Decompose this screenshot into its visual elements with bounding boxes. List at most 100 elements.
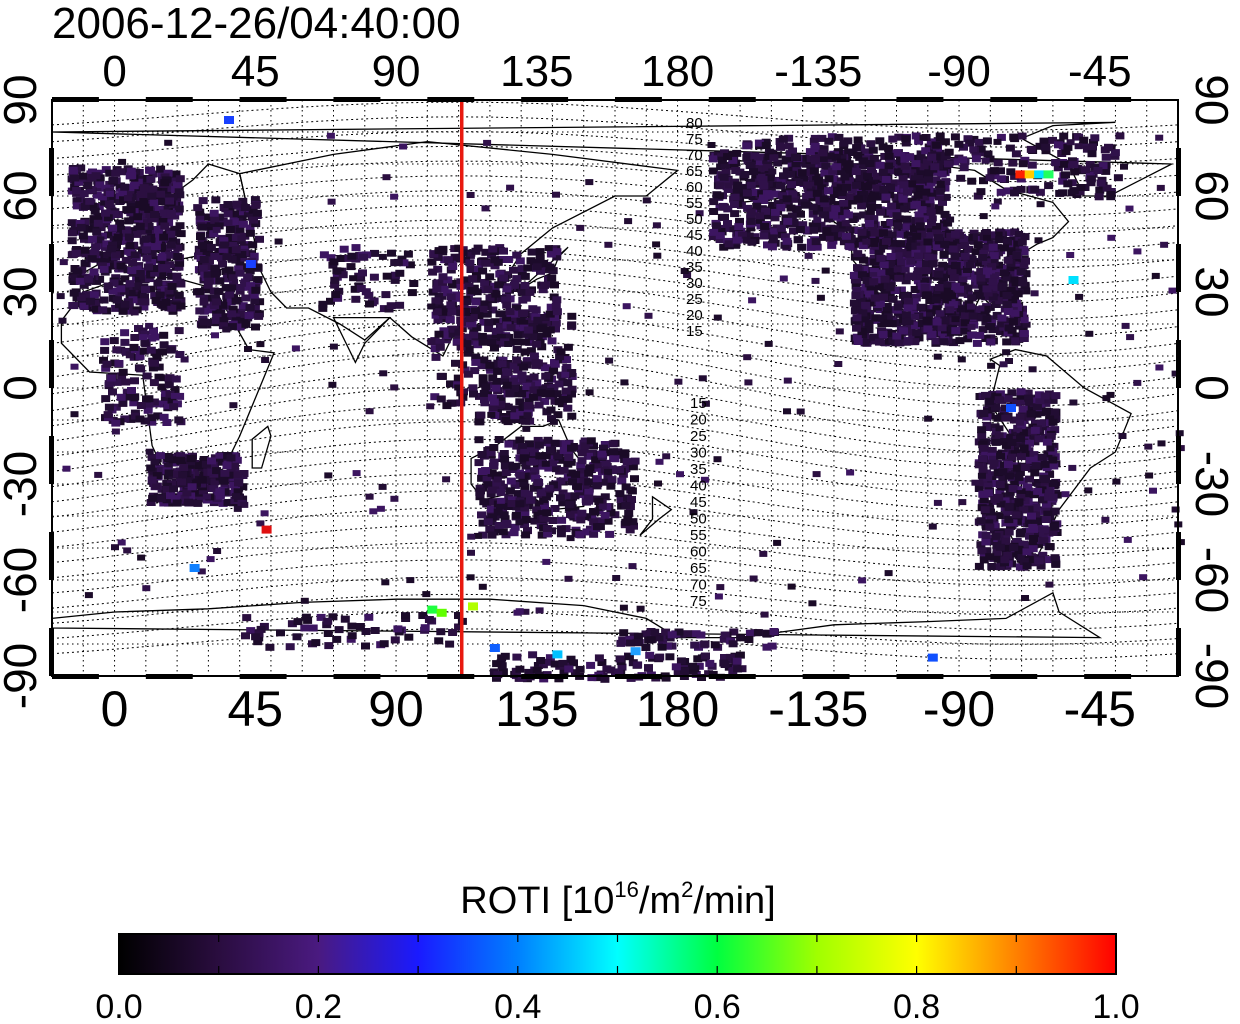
roti-pixel	[981, 451, 991, 459]
roti-pixel	[167, 283, 177, 290]
roti-pixel	[984, 519, 994, 527]
roti-pixel	[435, 338, 445, 346]
roti-pixel	[212, 467, 222, 475]
roti-pixel	[981, 293, 991, 301]
roti-pixel	[843, 163, 853, 171]
roti-pixel	[158, 198, 168, 206]
roti-pixel	[1090, 134, 1100, 142]
roti-pixel	[228, 241, 238, 249]
roti-pixel	[166, 210, 176, 217]
roti-pixel	[943, 219, 953, 227]
roti-pixel	[174, 327, 184, 335]
roti-pixel	[109, 337, 119, 345]
roti-pixel	[209, 209, 219, 217]
roti-pixel	[819, 145, 829, 153]
roti-pixel	[210, 294, 220, 302]
roti-pixel	[496, 488, 506, 496]
roti-pixel	[968, 312, 978, 320]
roti-pixel	[1081, 166, 1090, 174]
roti-pixel	[617, 477, 627, 485]
roti-pixel	[172, 272, 182, 280]
roti-pixel	[159, 341, 169, 349]
roti-pixel	[764, 192, 774, 200]
roti-pixel	[1087, 150, 1097, 158]
roti-pixel	[742, 189, 752, 197]
roti-pixel	[521, 462, 531, 470]
roti-pixel	[249, 216, 258, 224]
roti-pixel	[878, 143, 888, 151]
roti-pixel	[70, 274, 80, 282]
roti-pixel	[488, 374, 498, 382]
roti-pixel	[563, 343, 573, 351]
roti-pixel	[125, 242, 135, 250]
roti-pixel	[451, 359, 460, 367]
roti-pixel	[789, 218, 799, 226]
roti-pixel	[182, 489, 192, 497]
roti-pixel	[944, 148, 954, 156]
roti-pixel	[154, 363, 164, 371]
roti-pixel	[923, 325, 933, 333]
roti-pixel	[993, 231, 1003, 239]
roti-pixel	[993, 283, 1003, 291]
roti-pixel	[820, 169, 830, 177]
roti-pixel	[875, 137, 885, 145]
roti-pixel	[478, 305, 488, 313]
roti-pixel	[75, 277, 85, 285]
roti-pixel	[868, 146, 878, 154]
roti-pixel	[483, 285, 493, 293]
roti-pixel	[97, 262, 107, 270]
roti-pixel	[1113, 174, 1123, 182]
roti-pixel	[1078, 141, 1088, 149]
roti-pixel	[719, 243, 729, 251]
roti-pixel	[549, 383, 559, 391]
roti-pixel	[851, 292, 861, 300]
roti-pixel	[540, 504, 549, 512]
roti-pixel	[521, 294, 531, 302]
roti-pixel	[1045, 470, 1055, 478]
roti-pixel	[750, 233, 759, 241]
roti-pixel	[813, 225, 823, 233]
roti-pixel	[150, 211, 160, 218]
roti-pixel	[720, 149, 729, 157]
roti-pixel	[231, 246, 241, 254]
roti-pixel	[221, 284, 231, 292]
roti-pixel	[924, 143, 934, 151]
roti-pixel	[754, 160, 764, 168]
roti-pixel	[214, 288, 224, 295]
roti-pixel	[96, 258, 106, 266]
coastline-greenland	[51, 121, 1172, 197]
roti-pixel	[91, 243, 101, 251]
roti-pixel	[866, 140, 876, 148]
roti-pixel	[989, 459, 999, 467]
roti-pixel	[899, 181, 909, 189]
roti-pixel	[485, 526, 495, 533]
roti-pixel	[762, 212, 771, 220]
roti-pixel	[704, 670, 714, 678]
roti-pixel	[1003, 551, 1013, 559]
roti-pixel	[1050, 554, 1060, 562]
roti-pixel	[864, 326, 874, 334]
roti-pixel	[812, 189, 822, 197]
roti-pixel	[212, 313, 222, 321]
roti-pixel	[535, 248, 545, 256]
roti-pixel	[519, 319, 529, 327]
roti-pixel	[195, 288, 205, 296]
roti-pixel	[541, 372, 551, 380]
roti-pixel	[912, 329, 922, 337]
roti-pixel	[580, 437, 590, 445]
roti-pixel	[708, 155, 718, 163]
roti-pixel	[215, 488, 225, 496]
roti-pixel	[589, 442, 598, 450]
roti-pixel	[784, 134, 794, 142]
roti-pixel	[199, 298, 209, 306]
roti-pixel	[1035, 508, 1045, 516]
roti-pixel	[1011, 150, 1021, 158]
roti-pixel	[539, 259, 548, 267]
roti-pixel	[993, 159, 1003, 167]
roti-pixel	[494, 436, 504, 443]
roti-pixel	[979, 496, 989, 503]
roti-pixel	[460, 366, 470, 374]
roti-pixel	[517, 371, 527, 379]
roti-pixel	[1093, 167, 1103, 174]
